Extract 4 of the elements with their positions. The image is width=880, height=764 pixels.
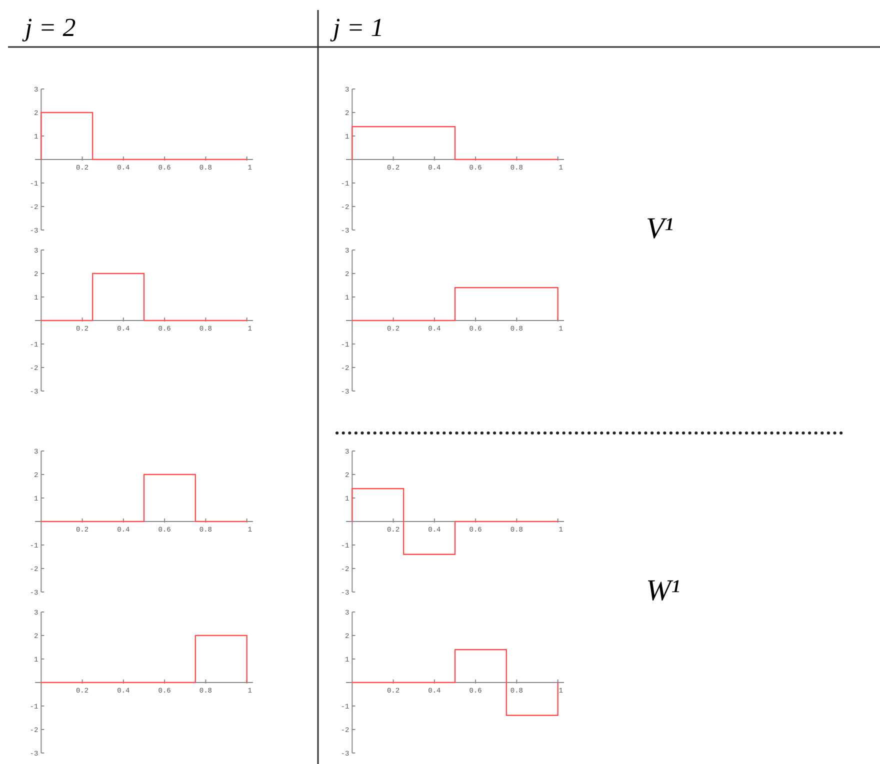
chart-title: j = 1 (330, 13, 384, 42)
text: V¹ (646, 212, 674, 245)
chart-title: j = 2 (22, 13, 76, 42)
text: W¹ (646, 574, 680, 607)
